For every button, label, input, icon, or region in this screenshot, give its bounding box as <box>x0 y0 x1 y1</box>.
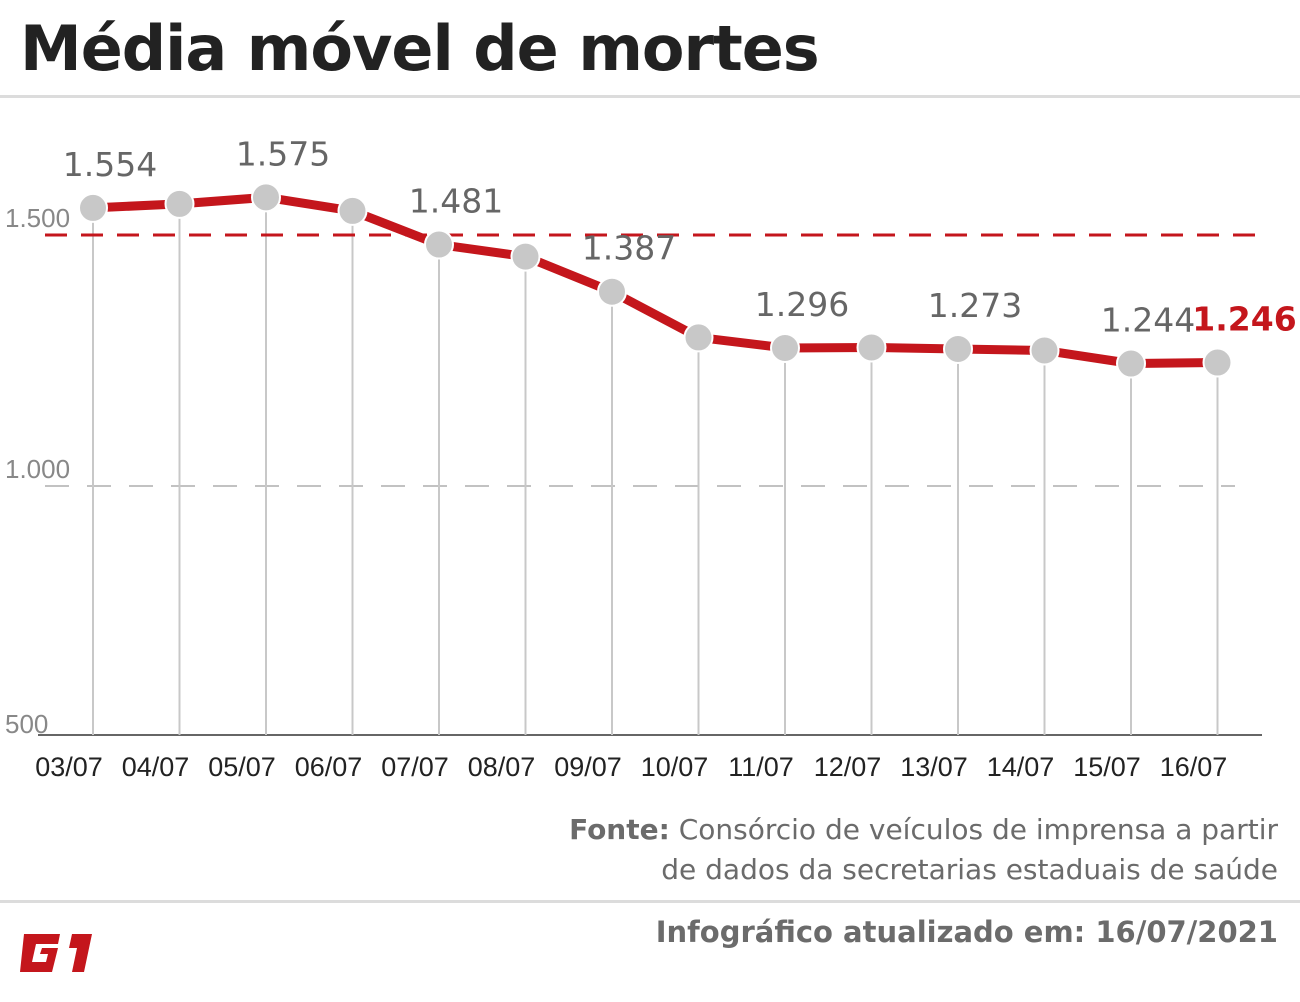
data-point <box>1116 348 1146 379</box>
bottom-divider <box>0 900 1300 903</box>
data-point <box>770 332 800 363</box>
source-label: Fonte: <box>569 813 670 846</box>
data-point <box>597 276 627 307</box>
data-point <box>856 332 887 363</box>
data-point <box>1029 335 1060 366</box>
data-point <box>251 182 281 213</box>
x-tick-label: 11/07 <box>728 752 794 782</box>
top-divider <box>0 95 1300 98</box>
data-label: 1.387 <box>582 229 676 268</box>
x-tick-label: 07/07 <box>381 752 449 782</box>
x-tick-label: 05/07 <box>208 752 276 782</box>
x-tick-label: 10/07 <box>641 752 709 782</box>
source-line-1: Consórcio de veículos de imprensa a part… <box>678 813 1278 846</box>
data-point <box>164 188 195 219</box>
data-point <box>78 192 108 223</box>
x-tick-label: 12/07 <box>814 752 882 782</box>
x-tick-label: 14/07 <box>987 752 1055 782</box>
x-tick-label: 13/07 <box>900 752 968 782</box>
data-label: 1.273 <box>928 286 1022 325</box>
data-label: 1.575 <box>236 134 330 173</box>
g1-logo-icon <box>20 934 92 972</box>
x-tick-label: 08/07 <box>468 752 536 782</box>
data-point <box>510 241 541 272</box>
data-point <box>1202 347 1233 378</box>
x-tick-label: 04/07 <box>122 752 190 782</box>
y-tick-label: 1.000 <box>5 454 70 484</box>
data-point <box>337 195 368 226</box>
source-line-2: de dados da secretarias estaduais de saú… <box>661 853 1278 886</box>
chart-title: Média móvel de mortes <box>20 12 820 85</box>
data-label: 1.296 <box>755 285 849 324</box>
y-tick-label: 1.500 <box>5 203 70 233</box>
data-label: 1.246 <box>1192 300 1296 339</box>
data-label: 1.554 <box>63 145 157 184</box>
data-point <box>424 229 454 260</box>
source-note: Fonte: Consórcio de veículos de imprensa… <box>478 810 1278 890</box>
data-label: 1.244 <box>1101 301 1195 340</box>
x-tick-label: 09/07 <box>554 752 622 782</box>
data-point <box>683 322 714 353</box>
x-tick-label: 16/07 <box>1160 752 1228 782</box>
x-tick-label: 15/07 <box>1073 752 1141 782</box>
x-tick-label: 03/07 <box>35 752 103 782</box>
data-label: 1.481 <box>409 182 503 221</box>
x-tick-label: 06/07 <box>295 752 363 782</box>
updated-note: Infográfico atualizado em: 16/07/2021 <box>655 915 1278 949</box>
data-point <box>943 333 973 364</box>
